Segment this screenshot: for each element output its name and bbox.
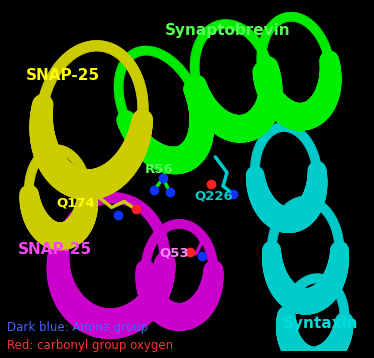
Text: Syntaxin: Syntaxin [283, 316, 358, 331]
Text: Q174: Q174 [56, 197, 95, 209]
Text: Red: carbonyl group oxygen: Red: carbonyl group oxygen [7, 339, 174, 352]
Text: SNAP-25: SNAP-25 [18, 242, 92, 257]
Text: Q226: Q226 [194, 189, 233, 203]
Text: Q53: Q53 [160, 247, 189, 260]
Text: R56: R56 [145, 164, 174, 176]
Text: SNAP-25: SNAP-25 [25, 68, 99, 83]
Text: Synaptobrevin: Synaptobrevin [165, 23, 291, 38]
Text: Dark blue: Amine group: Dark blue: Amine group [7, 321, 148, 334]
